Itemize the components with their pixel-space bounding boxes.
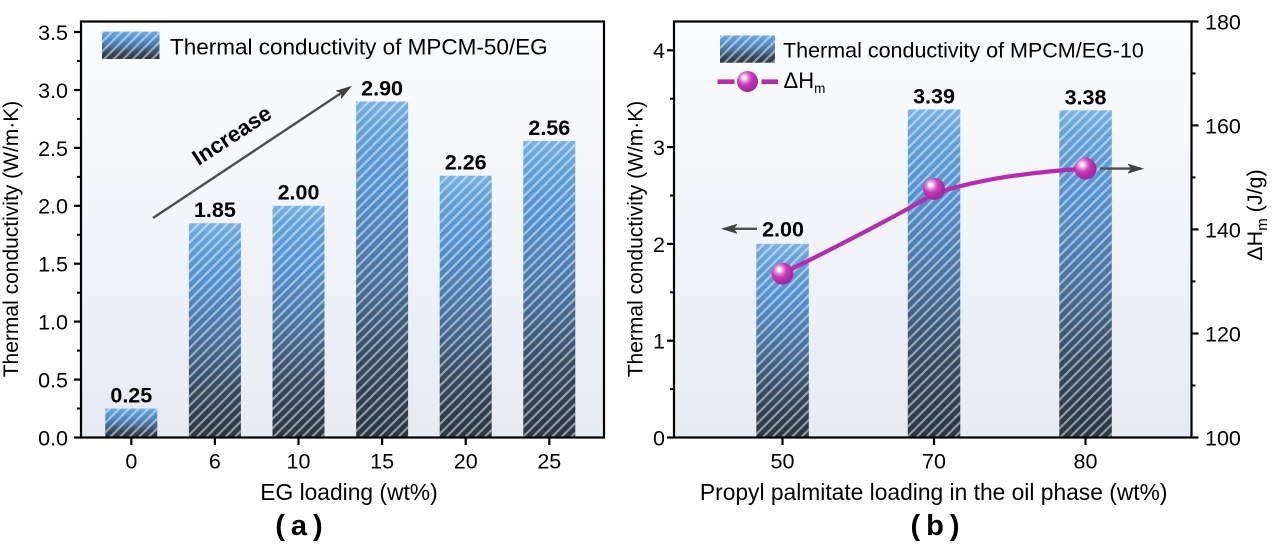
svg-text:Thermal conductivity of MPCM/E: Thermal conductivity of MPCM/EG-10 — [783, 38, 1144, 62]
svg-text:0: 0 — [653, 426, 665, 450]
svg-text:2: 2 — [653, 233, 665, 257]
svg-text:20: 20 — [454, 450, 478, 474]
svg-text:3.39: 3.39 — [913, 85, 955, 109]
svg-text:70: 70 — [922, 450, 946, 474]
svg-text:2.0: 2.0 — [38, 195, 68, 219]
svg-text:3: 3 — [653, 136, 665, 160]
svg-text:4: 4 — [653, 39, 665, 63]
svg-text:Propyl palmitate loading in th: Propyl palmitate loading in the oil phas… — [700, 479, 1168, 505]
svg-text:10: 10 — [287, 450, 311, 474]
svg-text:15: 15 — [370, 450, 394, 474]
svg-text:3.0: 3.0 — [38, 79, 68, 103]
svg-text:2.56: 2.56 — [528, 116, 570, 140]
svg-text:180: 180 — [1205, 10, 1241, 34]
svg-text:2.26: 2.26 — [445, 151, 487, 175]
svg-text:0.5: 0.5 — [38, 369, 68, 393]
svg-text:Thermal conductivity (W/m·K): Thermal conductivity (W/m·K) — [625, 101, 648, 378]
svg-text:Thermal conductivity of MPCM-5: Thermal conductivity of MPCM-50/EG — [170, 35, 548, 60]
svg-text:80: 80 — [1074, 450, 1098, 474]
svg-text:50: 50 — [771, 450, 795, 474]
svg-text:(a): (a) — [275, 510, 328, 542]
svg-text:3.38: 3.38 — [1065, 85, 1107, 109]
svg-text:Thermal conductivity (W/m·K): Thermal conductivity (W/m·K) — [0, 101, 23, 378]
svg-text:1.5: 1.5 — [38, 253, 68, 277]
svg-text:ΔHm (J/g): ΔHm (J/g) — [1243, 169, 1271, 260]
svg-text:6: 6 — [209, 450, 221, 474]
svg-text:120: 120 — [1205, 322, 1241, 346]
svg-text:0.25: 0.25 — [110, 384, 152, 408]
svg-text:2.00: 2.00 — [762, 218, 804, 242]
svg-text:2.5: 2.5 — [38, 137, 68, 161]
svg-text:3.5: 3.5 — [38, 21, 68, 45]
svg-text:1: 1 — [653, 330, 665, 354]
svg-text:0.0: 0.0 — [38, 426, 68, 450]
svg-text:0: 0 — [125, 450, 137, 474]
svg-text:25: 25 — [537, 450, 561, 474]
svg-text:2.00: 2.00 — [278, 181, 320, 205]
svg-text:2.90: 2.90 — [361, 77, 403, 101]
svg-text:(b): (b) — [910, 510, 965, 542]
svg-text:EG loading (wt%): EG loading (wt%) — [260, 479, 437, 505]
svg-text:160: 160 — [1205, 114, 1241, 138]
svg-text:100: 100 — [1205, 426, 1241, 450]
svg-text:1.0: 1.0 — [38, 311, 68, 335]
svg-text:140: 140 — [1205, 218, 1241, 242]
svg-text:1.85: 1.85 — [194, 198, 236, 222]
